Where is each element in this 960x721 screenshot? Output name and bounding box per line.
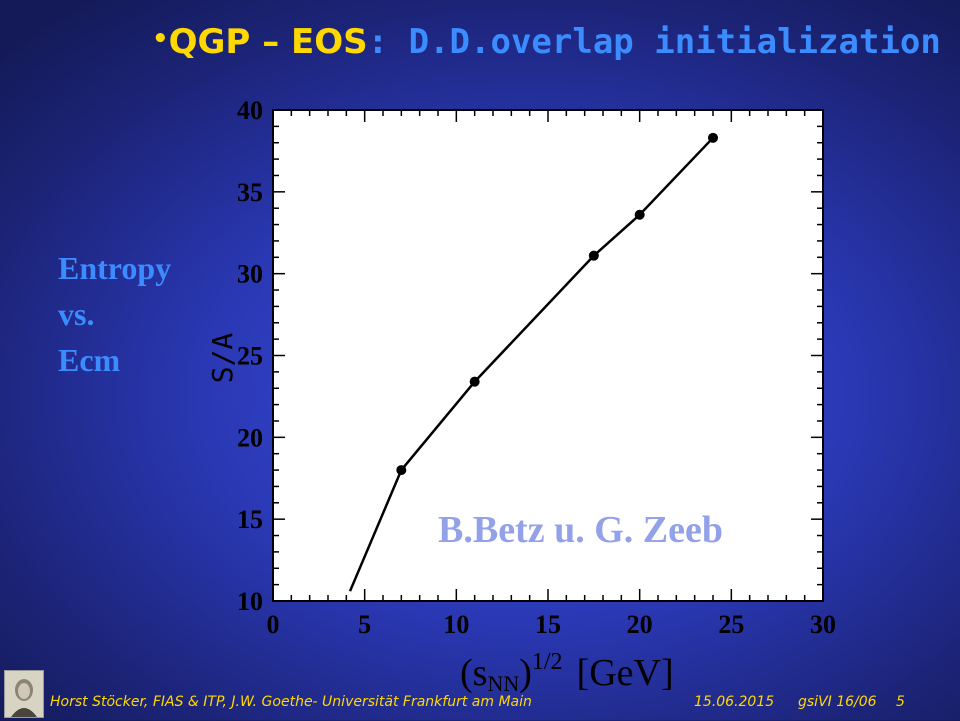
side-label-line-2: vs. xyxy=(58,296,95,332)
y-tick-label: 10 xyxy=(237,587,263,616)
data-point xyxy=(708,132,718,143)
goethe-portrait-logo xyxy=(4,670,44,718)
data-points xyxy=(396,132,718,476)
x-tick-label: 10 xyxy=(443,610,469,639)
title-bullet: • xyxy=(152,24,169,54)
x-tick-label: 5 xyxy=(358,610,371,639)
y-axis-label: S/A xyxy=(206,333,239,384)
y-ticks: 10 15 20 25 30 35 40 xyxy=(237,96,823,616)
y-tick-label: 20 xyxy=(237,423,263,452)
footer-author: Horst Stöcker, FIAS & ITP, J.W. Goethe- … xyxy=(50,694,532,710)
x-ticks: 0 5 10 15 20 25 30 xyxy=(267,110,836,639)
x-tick-label: 25 xyxy=(718,610,744,639)
series-line xyxy=(348,136,714,592)
x-axis-label-unit: [GeV] xyxy=(577,652,674,694)
side-label-line-3: Ecm xyxy=(58,342,121,378)
plot-area xyxy=(272,109,824,602)
footer-date: 15.06.2015 xyxy=(694,694,775,710)
x-axis-label: (sNN)1/2 [GeV] xyxy=(460,649,674,696)
x-axis-label-base: (s xyxy=(460,652,487,694)
side-label: Entropy vs. Ecm xyxy=(58,245,171,383)
footer-page-number: 5 xyxy=(896,694,905,710)
portrait-icon xyxy=(5,671,43,717)
slide-title: •QGP – EOS: D.D.overlap initialization xyxy=(152,22,941,62)
side-label-line-1: Entropy xyxy=(58,250,172,286)
x-axis-label-close: ) xyxy=(519,652,532,694)
y-tick-label: 25 xyxy=(237,342,263,371)
x-tick-label: 30 xyxy=(810,610,836,639)
title-qgp-eos: QGP – EOS xyxy=(168,22,368,62)
x-tick-label: 15 xyxy=(535,610,561,639)
x-tick-label: 0 xyxy=(267,610,280,639)
data-point xyxy=(588,250,599,261)
y-tick-label: 35 xyxy=(237,178,263,207)
y-tick-label: 15 xyxy=(237,505,263,534)
data-point xyxy=(469,376,480,387)
title-subtitle: D.D.overlap initialization xyxy=(388,22,941,62)
credit-watermark: B.Betz u. G. Zeeb xyxy=(438,509,723,551)
y-tick-label: 40 xyxy=(237,96,263,125)
title-colon: : xyxy=(367,22,389,62)
x-axis-label-sub: NN xyxy=(487,671,519,696)
y-tick-label: 30 xyxy=(237,260,263,289)
data-point xyxy=(396,465,407,476)
data-point xyxy=(634,209,645,220)
x-tick-label: 20 xyxy=(627,610,653,639)
x-axis-label-sup: 1/2 xyxy=(532,649,563,675)
footer-ref: gsiVI 16/06 xyxy=(798,694,877,710)
